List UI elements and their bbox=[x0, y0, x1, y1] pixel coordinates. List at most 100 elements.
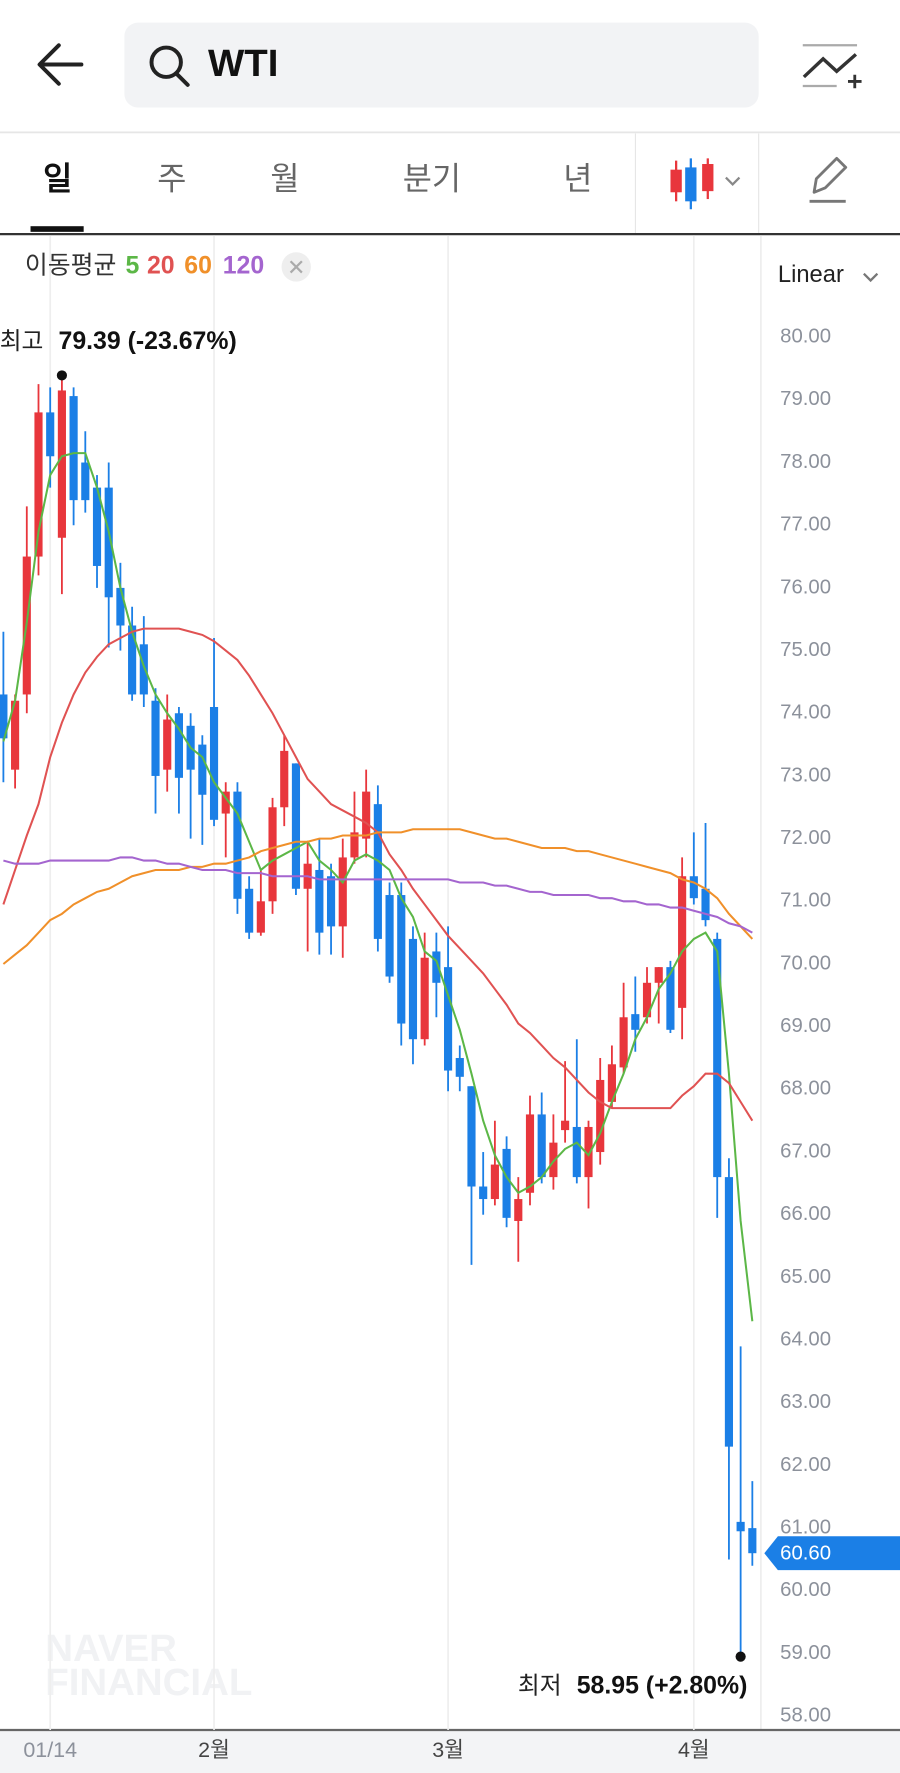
candle-body bbox=[607, 1064, 616, 1102]
candle-body bbox=[315, 869, 324, 933]
candle-body bbox=[221, 791, 230, 814]
y-tick-label: 75.00 bbox=[780, 639, 831, 661]
close-icon bbox=[289, 260, 303, 274]
low-value: 58.95 (+2.80%) bbox=[577, 1672, 748, 1700]
x-tick-label: 2월 bbox=[198, 1738, 230, 1762]
legend-title: 이동평균 bbox=[25, 251, 116, 279]
candle-body bbox=[92, 487, 102, 566]
candle-body bbox=[631, 1014, 640, 1030]
moving-average-line bbox=[2, 452, 754, 1322]
legend-entry: 5 bbox=[126, 251, 140, 279]
candle-body bbox=[11, 700, 20, 770]
low-label: 최저 bbox=[518, 1672, 562, 1699]
candle-body bbox=[198, 744, 207, 795]
legend-close[interactable] bbox=[281, 252, 311, 282]
candle-body bbox=[69, 396, 78, 501]
candle-body bbox=[467, 1086, 476, 1187]
y-tick-label: 63.00 bbox=[780, 1391, 831, 1413]
y-tick-label: 74.00 bbox=[780, 702, 831, 724]
tab[interactable]: 분기 bbox=[403, 160, 461, 196]
y-tick-label: 70.00 bbox=[780, 952, 831, 974]
y-tick-label: 73.00 bbox=[780, 764, 831, 786]
candle-body bbox=[525, 1114, 535, 1193]
y-tick-label: 77.00 bbox=[780, 514, 831, 536]
scale-dropdown[interactable]: Linear bbox=[778, 262, 879, 288]
x-tick-label: 3월 bbox=[432, 1738, 464, 1762]
candle-body bbox=[0, 694, 8, 739]
candle-body bbox=[561, 1120, 570, 1131]
pencil-icon bbox=[812, 156, 848, 194]
candle-body bbox=[455, 1058, 464, 1077]
current-price-tag bbox=[764, 1536, 900, 1571]
candle-body bbox=[116, 587, 125, 626]
candle-body bbox=[34, 412, 43, 557]
scale-label: Linear bbox=[778, 262, 844, 288]
candle-body bbox=[151, 700, 160, 776]
chart-type-button[interactable] bbox=[670, 158, 741, 210]
y-tick-label: 58.00 bbox=[780, 1705, 831, 1727]
draw-button[interactable] bbox=[809, 156, 848, 203]
candle-body bbox=[46, 412, 55, 457]
tab[interactable]: 일 bbox=[43, 160, 72, 196]
candle-body bbox=[572, 1126, 581, 1178]
high-marker bbox=[56, 370, 67, 381]
back-arrow bbox=[37, 43, 84, 86]
moving-average-line bbox=[2, 828, 754, 965]
watermark-text: FINANCIAL bbox=[45, 1661, 252, 1704]
candle-body bbox=[338, 857, 347, 927]
overlay: 58.00 59.00 60.00 61.00 62.00 63.00 64.00 65.00… bbox=[0, 326, 900, 1762]
tab[interactable]: 월 bbox=[270, 160, 299, 196]
candle-body bbox=[385, 895, 394, 977]
icon-body bbox=[702, 164, 714, 192]
y-tick-label: 69.00 bbox=[780, 1015, 831, 1037]
compare-button[interactable] bbox=[802, 44, 862, 89]
icon-body bbox=[685, 167, 697, 202]
y-tick-label: 78.00 bbox=[780, 451, 831, 473]
plot bbox=[0, 375, 757, 1657]
chevron bbox=[863, 272, 879, 283]
candle-body bbox=[584, 1126, 593, 1178]
search-box[interactable] bbox=[124, 22, 759, 108]
candle-body bbox=[209, 706, 219, 820]
icon-line bbox=[802, 53, 858, 79]
candle-body bbox=[432, 951, 441, 983]
y-tick-label: 68.00 bbox=[780, 1078, 831, 1100]
back-button[interactable] bbox=[37, 43, 84, 86]
candle-body bbox=[326, 876, 336, 927]
y-tick-label: 79.00 bbox=[780, 388, 831, 410]
chevron bbox=[725, 176, 741, 186]
y-tick-label: 64.00 bbox=[780, 1328, 831, 1350]
x-axis-bar bbox=[0, 1729, 900, 1773]
candle-body bbox=[233, 791, 242, 899]
candle-body bbox=[654, 967, 663, 983]
candle-body bbox=[549, 1142, 558, 1178]
y-tick-label: 62.00 bbox=[780, 1454, 831, 1476]
candle-body bbox=[619, 1017, 628, 1068]
candle-body bbox=[514, 1199, 523, 1221]
candle-body bbox=[245, 888, 254, 933]
icon-body bbox=[670, 169, 682, 193]
legend-entry: 120 bbox=[223, 251, 264, 279]
candle-body bbox=[736, 1521, 745, 1532]
search-icon bbox=[149, 45, 183, 79]
candle-body bbox=[642, 982, 652, 1018]
tab[interactable]: 년 bbox=[563, 160, 592, 196]
candle-body bbox=[408, 938, 418, 1040]
candle-body bbox=[502, 1148, 511, 1218]
y-tick-label: 76.00 bbox=[780, 576, 831, 598]
candle-body bbox=[596, 1079, 605, 1153]
moving-average-line bbox=[3, 856, 753, 934]
low-marker bbox=[735, 1651, 746, 1662]
candle-body bbox=[350, 832, 359, 858]
candle-body bbox=[174, 713, 183, 778]
candle-body bbox=[373, 804, 382, 939]
current-price-label: 60.60 bbox=[780, 1543, 831, 1565]
y-tick-label: 65.00 bbox=[780, 1266, 831, 1288]
tab[interactable]: 주 bbox=[157, 160, 186, 196]
candle-body bbox=[397, 895, 406, 1024]
y-tick-label: 71.00 bbox=[780, 890, 831, 912]
candle-body bbox=[490, 1164, 499, 1200]
